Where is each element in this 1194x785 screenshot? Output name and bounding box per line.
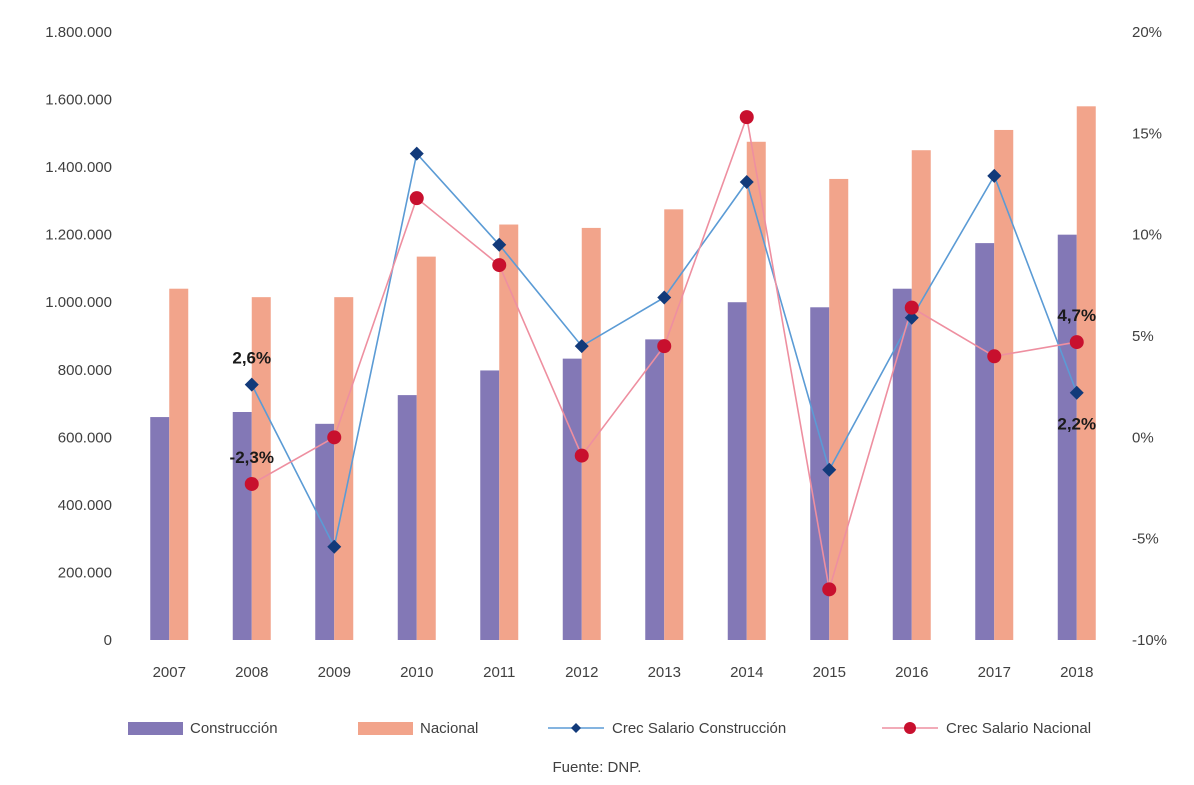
source-note: Fuente: DNP.	[553, 759, 642, 776]
x-tick-label: 2013	[648, 664, 681, 681]
bar-nacional	[499, 224, 519, 641]
point-crec-nacional	[904, 300, 919, 315]
point-crec-construccion	[574, 339, 589, 354]
legend-marker	[571, 723, 581, 733]
bar-construccion	[397, 395, 417, 640]
y-right-tick-label: 15%	[1132, 125, 1162, 142]
bar-construccion	[150, 417, 170, 640]
y-left-tick-label: 1.400.000	[45, 159, 112, 176]
point-crec-nacional	[574, 448, 589, 463]
bar-construccion	[810, 307, 830, 640]
point-crec-construccion	[1069, 385, 1084, 400]
data-label: 4,7%	[1057, 306, 1096, 325]
bar-construccion	[562, 358, 582, 640]
legend-swatch	[358, 722, 413, 735]
y-right-tick-label: -10%	[1132, 632, 1167, 649]
point-crec-nacional	[492, 258, 507, 273]
x-tick-label: 2011	[483, 664, 515, 681]
point-crec-construccion	[822, 462, 837, 477]
y-right-tick-label: 0%	[1132, 429, 1154, 446]
y-left-tick-label: 1.000.000	[45, 294, 112, 311]
bar-nacional	[334, 297, 354, 640]
bar-construccion	[232, 412, 252, 640]
x-tick-label: 2015	[813, 664, 846, 681]
bar-nacional	[994, 129, 1014, 640]
bar-nacional	[169, 288, 189, 640]
x-tick-label: 2009	[318, 664, 351, 681]
x-tick-label: 2016	[895, 664, 928, 681]
bar-nacional	[664, 209, 684, 641]
bar-nacional	[911, 150, 931, 640]
point-crec-nacional	[657, 339, 672, 354]
point-crec-nacional	[327, 430, 342, 445]
bar-construccion	[727, 302, 747, 640]
bar-construccion	[315, 423, 335, 640]
y-left-tick-label: 1.600.000	[45, 92, 112, 109]
legend-swatch	[128, 722, 183, 735]
bar-nacional	[746, 141, 766, 640]
point-crec-construccion	[327, 539, 342, 554]
bar-construccion	[1057, 234, 1077, 640]
bar-nacional	[416, 256, 436, 640]
y-left-tick-label: 200.000	[58, 564, 112, 581]
point-crec-nacional	[822, 582, 837, 597]
x-tick-label: 2008	[235, 664, 268, 681]
point-crec-nacional	[244, 476, 259, 491]
y-left-tick-label: 0	[104, 632, 112, 649]
y-left-tick-label: 800.000	[58, 362, 112, 379]
point-crec-construccion	[409, 146, 424, 161]
legend-marker	[904, 722, 916, 734]
point-crec-construccion	[739, 174, 754, 189]
legend-label: Crec Salario Construcción	[612, 720, 786, 737]
bar-nacional	[581, 227, 601, 640]
point-crec-construccion	[492, 237, 507, 252]
bar-nacional	[1076, 106, 1096, 641]
x-tick-label: 2018	[1060, 664, 1093, 681]
point-crec-construccion	[657, 290, 672, 305]
x-tick-label: 2014	[730, 664, 763, 681]
point-crec-construccion	[987, 168, 1002, 183]
legend-label: Nacional	[420, 720, 478, 737]
y-left-tick-label: 600.000	[58, 429, 112, 446]
data-label: 2,2%	[1057, 415, 1096, 434]
data-label: -2,3%	[230, 448, 274, 467]
point-crec-nacional	[1069, 335, 1084, 350]
y-left-tick-label: 1.800.000	[45, 24, 112, 41]
y-right-tick-label: 5%	[1132, 328, 1154, 345]
y-right-tick-label: 20%	[1132, 24, 1162, 41]
point-crec-nacional	[409, 191, 424, 206]
legend-label: Crec Salario Nacional	[946, 720, 1091, 737]
bar-nacional	[829, 178, 849, 640]
bar-construccion	[480, 370, 500, 640]
point-crec-construccion	[244, 377, 259, 392]
y-left-tick-label: 1.200.000	[45, 227, 112, 244]
data-label: 2,6%	[232, 349, 271, 368]
y-right-tick-label: -5%	[1132, 531, 1159, 548]
x-tick-label: 2017	[978, 664, 1011, 681]
point-crec-nacional	[739, 110, 754, 125]
y-left-tick-label: 400.000	[58, 497, 112, 514]
x-tick-label: 2010	[400, 664, 433, 681]
bar-construccion	[892, 288, 912, 640]
legend-label: Construcción	[190, 720, 278, 737]
point-crec-construccion	[904, 310, 919, 325]
bar-construccion	[645, 339, 665, 640]
point-crec-nacional	[987, 349, 1002, 364]
y-right-tick-label: 10%	[1132, 227, 1162, 244]
bar-construccion	[975, 243, 995, 640]
x-tick-label: 2007	[153, 664, 186, 681]
x-tick-label: 2012	[565, 664, 598, 681]
